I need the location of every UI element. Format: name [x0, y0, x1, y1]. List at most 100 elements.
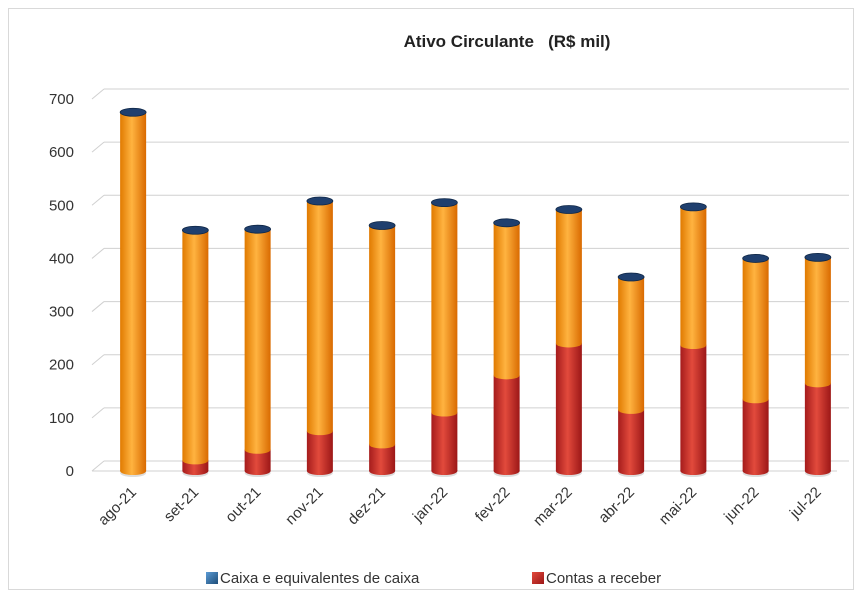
bar-group-jun-22: [742, 254, 770, 477]
bar-segment: [804, 383, 831, 471]
legend: Caixa e equivalentes de caixa Contas a re…: [206, 570, 661, 587]
bar-segment: [493, 375, 520, 471]
bar-segment: [306, 201, 333, 432]
chart-frame: Ativo Circulante (R$ mil) 0 100 200 300 400 5…: [8, 8, 854, 590]
bar-group-abr-22: [617, 272, 645, 477]
bar-cap: [244, 224, 272, 234]
bar-cap: [742, 254, 770, 263]
y-tick-label: 200: [49, 357, 74, 374]
bar-segment-bottom: [555, 467, 582, 475]
bar-segment-bottom: [804, 467, 831, 475]
bar-segment-bottom: [120, 467, 147, 475]
grid-depth-line: [91, 141, 105, 153]
grid-layer: [91, 88, 849, 472]
bar-group-jan-22: [430, 198, 458, 477]
x-tick-label: mai-22: [656, 484, 700, 528]
bar-segment-bottom: [182, 467, 209, 475]
bar-segment-bottom: [618, 405, 645, 414]
bar-group-ago-21: [119, 107, 147, 477]
x-tick-label: fev-22: [472, 484, 514, 526]
x-tick-label: set-21: [161, 484, 203, 526]
y-tick-label: 500: [49, 197, 74, 214]
legend-item: Caixa e equivalentes de caixa: [206, 570, 420, 587]
bars: [119, 107, 832, 477]
legend-label: Caixa e equivalentes de caixa: [220, 570, 420, 587]
bar-segment-bottom: [680, 467, 707, 475]
bar-cap: [119, 107, 147, 117]
legend-label: Contas a receber: [546, 570, 661, 587]
x-tick-label: dez-21: [344, 484, 388, 528]
grid-depth-line: [91, 301, 105, 312]
bar-cap: [430, 198, 458, 208]
bar-segment: [680, 345, 707, 471]
bar-group-jul-22: [804, 252, 832, 477]
bar-segment-bottom: [618, 467, 645, 475]
bar-cap: [493, 218, 521, 228]
bar-segment: [555, 343, 582, 471]
grid-depth-line: [91, 194, 105, 206]
bar-segment: [431, 412, 458, 471]
bar-cap: [555, 205, 583, 214]
bar-cap: [804, 252, 832, 262]
bar-segment-bottom: [742, 467, 769, 475]
bar-segment-bottom: [369, 467, 396, 475]
bar-segment-bottom: [244, 445, 271, 454]
chart-svg: Ativo Circulante (R$ mil) 0 100 200 300 400 5…: [49, 32, 849, 587]
bar-segment-bottom: [742, 395, 769, 404]
bar-segment: [120, 112, 147, 472]
bar-segment: [742, 399, 769, 471]
x-tick-label: jun-22: [720, 484, 762, 526]
bar-segment-bottom: [369, 440, 396, 449]
x-tick-label: jul-22: [786, 484, 825, 523]
y-tick-label: 300: [49, 304, 74, 321]
x-tick-label: out-21: [222, 484, 264, 526]
x-tick-label: nov-21: [282, 484, 326, 528]
bar-segment: [182, 460, 209, 471]
bar-segment-bottom: [555, 339, 582, 348]
grid-depth-line: [91, 248, 105, 259]
bar-segment: [369, 444, 396, 471]
y-axis: 0 100 200 300 400 500 600 700: [49, 91, 74, 480]
grid-depth-line: [91, 460, 105, 472]
bar-segment-bottom: [244, 467, 271, 475]
bar-segment: [306, 431, 333, 471]
y-tick-label: 600: [49, 144, 74, 161]
bar-segment: [244, 449, 271, 471]
bar-segment: [618, 409, 645, 471]
bar-segment: [493, 222, 520, 376]
bar-cap: [617, 272, 645, 282]
y-tick-label: 700: [49, 91, 74, 108]
y-tick-label: 400: [49, 250, 74, 267]
legend-swatch: [532, 572, 544, 584]
bar-group-mai-22: [679, 202, 707, 477]
bar-segment: [680, 206, 707, 346]
legend-item: Contas a receber: [532, 570, 661, 587]
x-tick-label: ago-21: [95, 484, 140, 529]
bar-group-set-21: [181, 225, 209, 477]
legend-swatch: [206, 572, 218, 584]
bar-group-fev-22: [493, 218, 521, 477]
bar-segment: [369, 225, 396, 445]
x-tick-label: abr-22: [595, 484, 638, 527]
bar-segment-bottom: [431, 408, 458, 417]
bar-segment-bottom: [306, 427, 333, 436]
bar-group-mar-22: [555, 205, 583, 477]
bar-cap: [181, 225, 209, 235]
bar-group-dez-21: [368, 221, 396, 477]
bar-group-out-21: [244, 224, 272, 477]
bar-segment: [804, 257, 831, 384]
y-tick-label: 100: [49, 410, 74, 427]
bar-segment-bottom: [493, 371, 520, 380]
bar-segment: [244, 229, 271, 450]
x-axis: ago-21 set-21 out-21 nov-21 dez-21 jan-22 fev-…: [95, 484, 825, 530]
bar-cap: [368, 221, 396, 230]
bar-segment-bottom: [493, 467, 520, 475]
y-tick-label: 0: [66, 463, 74, 480]
bar-cap: [306, 196, 334, 206]
grid-depth-line: [91, 354, 105, 366]
x-tick-label: jan-22: [409, 484, 451, 526]
x-tick-label: mar-22: [530, 484, 576, 530]
bar-segment-bottom: [804, 379, 831, 388]
bar-segment: [431, 202, 458, 413]
bar-group-nov-21: [306, 196, 334, 477]
